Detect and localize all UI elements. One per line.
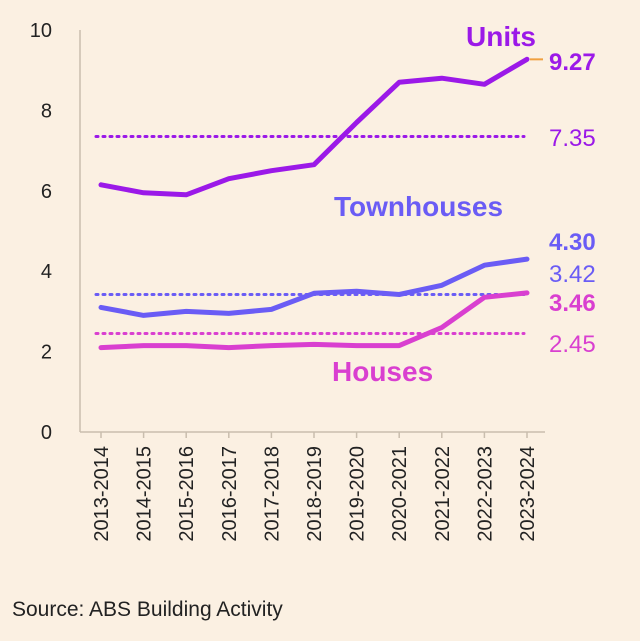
y-tick-label: 6: [41, 181, 52, 203]
axes: 0 2 4 6 8 10 2013-2014 2014-2015 2015-2016 2016-2…: [30, 20, 545, 542]
x-tick-label: 2016-2017: [219, 446, 241, 542]
x-tick-label: 2017-2018: [261, 446, 283, 542]
y-tick-label: 8: [41, 100, 52, 122]
x-tick-label: 2021-2022: [432, 446, 454, 542]
series-lines: [98, 56, 543, 351]
x-tick-label: 2019-2020: [347, 446, 369, 542]
average-value-units: 7.35: [549, 125, 596, 152]
y-tick-label: 0: [41, 422, 52, 444]
series-name-townhouses: Townhouses: [334, 191, 503, 222]
end-value-houses: 3.46: [549, 290, 596, 317]
y-tick-label: 2: [41, 342, 52, 364]
y-tick-label: 4: [41, 261, 52, 283]
x-tick-label: 2023-2024: [517, 446, 539, 542]
source-note: Source: ABS Building Activity: [12, 598, 283, 621]
x-tick-label: 2022-2023: [474, 446, 496, 542]
average-value-townhouses: 3.42: [549, 261, 596, 288]
end-value-units: 9.27: [549, 49, 596, 76]
y-tick-label: 10: [30, 20, 52, 42]
series-line-units: [98, 56, 530, 198]
x-tick-label: 2020-2021: [389, 446, 411, 542]
labels: Units 9.27 7.35 Townhouses 4.30 3.42 Houses 3.4…: [332, 21, 596, 387]
average-value-houses: 2.45: [549, 331, 596, 358]
series-name-units: Units: [466, 21, 536, 52]
x-tick-label: 2015-2016: [176, 446, 198, 542]
x-tick-label: 2013-2014: [91, 446, 113, 542]
x-tick-label: 2018-2019: [304, 446, 326, 542]
series-line-houses: [98, 290, 530, 351]
series-line-townhouses: [98, 256, 530, 318]
end-value-townhouses: 4.30: [549, 229, 596, 256]
series-name-houses: Houses: [332, 356, 433, 387]
average-lines: [94, 135, 526, 336]
x-tick-label: 2014-2015: [134, 446, 156, 542]
